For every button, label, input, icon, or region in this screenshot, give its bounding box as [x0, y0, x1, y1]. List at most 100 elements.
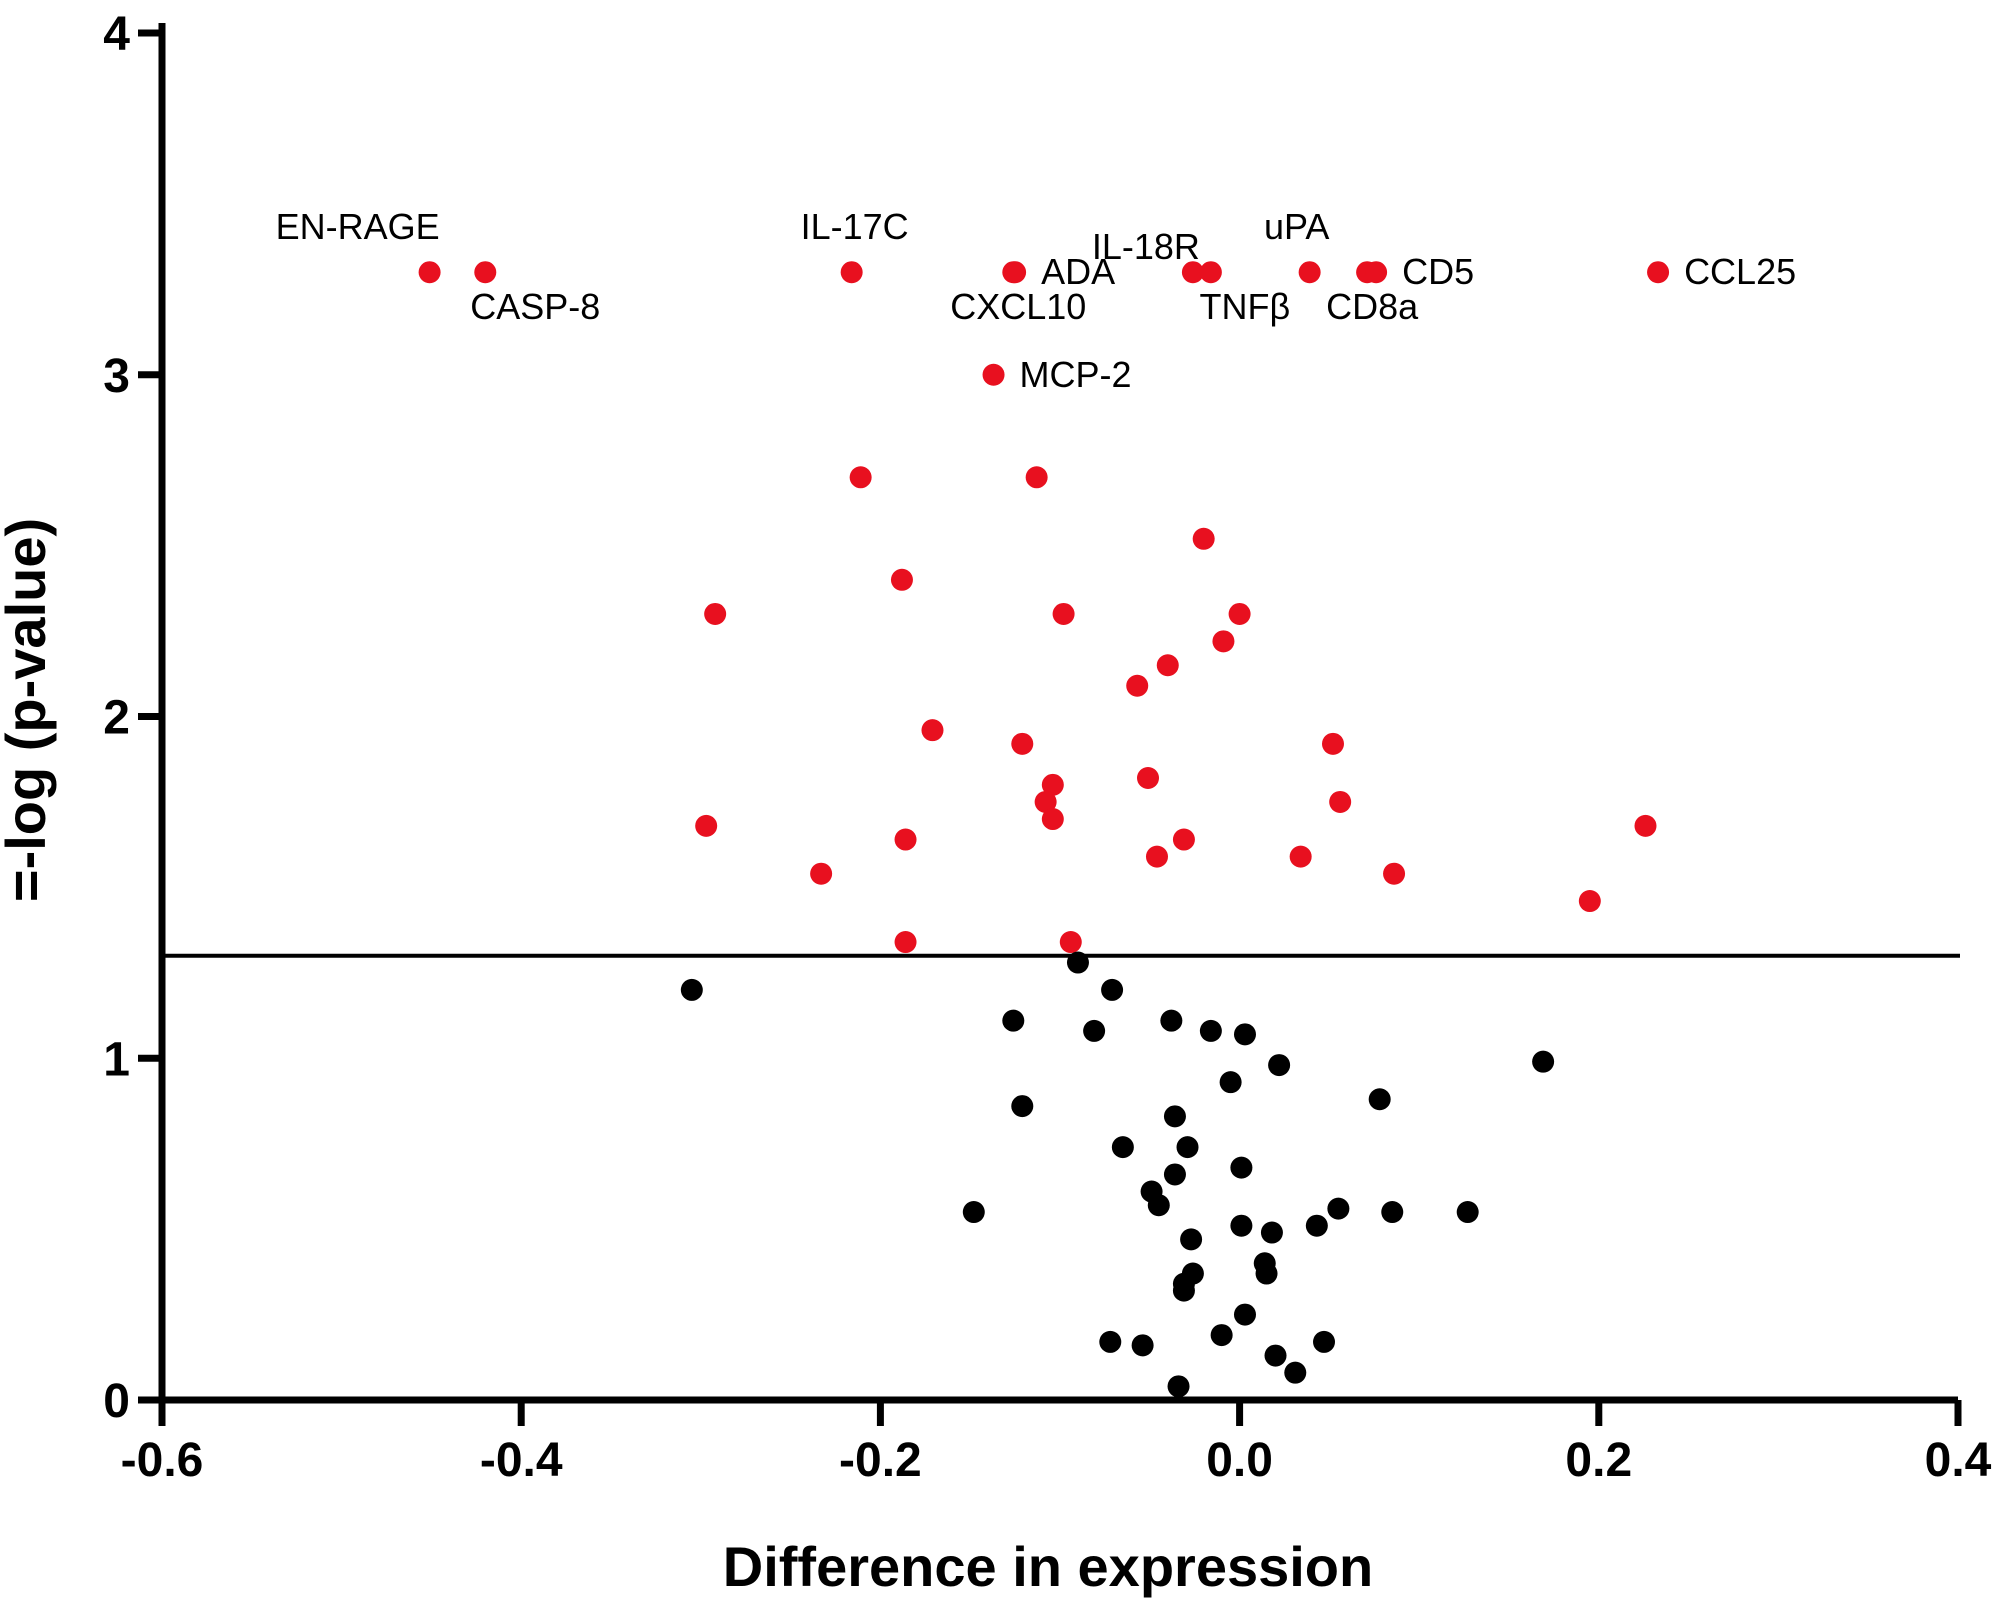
point-label: IL-17C [801, 206, 909, 247]
nonsignificant-point [1327, 1197, 1350, 1220]
significant-point [1145, 845, 1168, 868]
nonsignificant-point [1167, 1375, 1190, 1398]
nonsignificant-point [1264, 1344, 1287, 1367]
significant-point [1212, 630, 1235, 653]
nonsignificant-point [1313, 1330, 1336, 1353]
significant-point [1172, 828, 1195, 851]
nonsignificant-point [1172, 1279, 1195, 1302]
significant-point [921, 719, 944, 742]
significant-point [1041, 808, 1064, 831]
significant-point [1365, 261, 1388, 284]
significant-point [1156, 654, 1179, 677]
nonsignificant-point [1230, 1214, 1253, 1237]
point-label: CASP-8 [470, 286, 600, 327]
significant-point [1199, 261, 1222, 284]
significant-point [1059, 931, 1082, 954]
significant-point [810, 862, 833, 885]
nonsignificant-point [1131, 1334, 1154, 1357]
axis-ticks: 0 1 2 3 4 -0.6 -0.4 -0.2 0.0 0.2 0.4 [103, 8, 1991, 1487]
nonsignificant-point [1163, 1105, 1186, 1128]
y-tick-label: 2 [103, 692, 130, 745]
significant-point [1041, 773, 1064, 796]
significant-point [1137, 767, 1160, 790]
significant-point [1634, 814, 1657, 837]
nonsignificant-point [1083, 1019, 1106, 1042]
point-label: TNFβ [1200, 286, 1291, 327]
nonsignificant-point [1233, 1023, 1256, 1046]
nonsignificant-point [1381, 1201, 1404, 1224]
point-label: CCL25 [1684, 251, 1796, 292]
significant-point [1578, 890, 1601, 913]
significant-point [1025, 466, 1048, 489]
significant-point [695, 814, 718, 837]
nonsignificant-point [1002, 1009, 1025, 1032]
x-tick-label: 0.0 [1206, 1434, 1273, 1487]
significant-point [1052, 602, 1075, 625]
point-label: CXCL10 [950, 286, 1086, 327]
significant-point [849, 466, 872, 489]
x-tick-label: 0.2 [1565, 1434, 1632, 1487]
y-axis-title: =-log (p-value) [0, 518, 57, 902]
significant-point [418, 261, 441, 284]
y-tick-label: 0 [103, 1375, 130, 1428]
significant-point [1181, 261, 1204, 284]
nonsignificant-point [1233, 1303, 1256, 1326]
nonsignificant-point [1255, 1262, 1278, 1285]
nonsignificant-point [1532, 1050, 1555, 1073]
nonsignificant-point [1111, 1136, 1134, 1159]
point-label: CD5 [1402, 251, 1474, 292]
point-label: MCP-2 [1020, 354, 1132, 395]
point-label: IL-18R [1092, 226, 1200, 267]
significant-point [1298, 261, 1321, 284]
nonsignificant-point [1160, 1009, 1183, 1032]
significant-point [1289, 845, 1312, 868]
x-tick-label: -0.6 [121, 1434, 204, 1487]
significant-point [890, 568, 913, 591]
nonsignificant-point [1101, 978, 1124, 1001]
significant-point [1228, 602, 1251, 625]
nonsignificant-point [1268, 1054, 1291, 1077]
point-label: CD8a [1326, 286, 1419, 327]
significant-point [982, 363, 1005, 386]
significant-point [1002, 261, 1025, 284]
y-tick-label: 1 [103, 1033, 130, 1086]
significant-point [894, 931, 917, 954]
nonsignificant-point [1305, 1214, 1328, 1237]
y-tick-label: 4 [103, 8, 130, 61]
nonsignificant-point [1011, 1095, 1034, 1118]
x-tick-label: 0.4 [1925, 1434, 1992, 1487]
nonsignificant-point [1219, 1071, 1242, 1094]
significant-point [1126, 674, 1149, 697]
nonsignificant-point [1260, 1221, 1283, 1244]
significant-point [1321, 732, 1344, 755]
nonsignificant-point [1284, 1361, 1307, 1384]
significant-point [704, 602, 727, 625]
significant-point [840, 261, 863, 284]
significant-point [1383, 862, 1406, 885]
significant-point [1192, 527, 1215, 550]
nonsignificant-point [1147, 1194, 1170, 1217]
nonsignificant-point [1180, 1228, 1203, 1251]
nonsignificant-point [1368, 1088, 1391, 1111]
data-points [418, 261, 1670, 1398]
point-label: uPA [1264, 206, 1329, 247]
significant-point [1647, 261, 1670, 284]
nonsignificant-point [1176, 1136, 1199, 1159]
significant-point [474, 261, 497, 284]
nonsignificant-point [1210, 1324, 1233, 1347]
point-label: ADA [1041, 251, 1115, 292]
significant-point [1329, 790, 1352, 813]
nonsignificant-point [962, 1201, 985, 1224]
nonsignificant-point [1163, 1163, 1186, 1186]
y-tick-label: 3 [103, 350, 130, 403]
nonsignificant-point [1199, 1019, 1222, 1042]
x-tick-label: -0.2 [839, 1434, 922, 1487]
nonsignificant-point [1230, 1156, 1253, 1179]
significant-point [1011, 732, 1034, 755]
point-label: EN-RAGE [276, 206, 440, 247]
x-tick-label: -0.4 [480, 1434, 563, 1487]
nonsignificant-point [1099, 1330, 1122, 1353]
x-axis-title: Difference in expression [723, 1535, 1373, 1598]
